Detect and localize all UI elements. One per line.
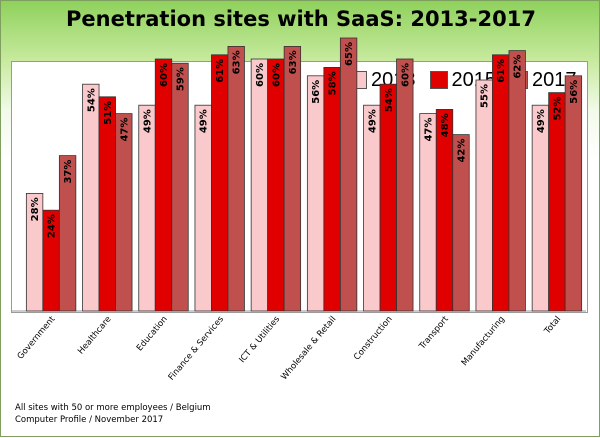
- bar-2017-7: [452, 134, 470, 312]
- data-label-2013-2: 49%: [143, 109, 154, 133]
- bar-2017-4: [283, 46, 302, 312]
- category-label-6: Construction: [352, 315, 394, 363]
- data-label-2015-0: 24%: [47, 214, 58, 238]
- data-label-2017-0: 37%: [63, 160, 74, 184]
- bar-2013-4: [250, 58, 269, 312]
- data-label-2013-0: 28%: [30, 197, 41, 221]
- data-label-2015-4: 60%: [271, 63, 282, 87]
- category-label-4: ICT & Utilities: [237, 314, 282, 365]
- data-label-2013-8: 55%: [480, 84, 491, 108]
- bar-2015-2: [154, 58, 173, 312]
- data-label-2015-8: 61%: [496, 59, 507, 83]
- data-label-2013-3: 49%: [199, 109, 210, 133]
- data-label-2013-1: 54%: [86, 88, 97, 112]
- data-label-2017-1: 47%: [119, 118, 130, 142]
- category-label-9: Total: [542, 315, 563, 337]
- bar-2013-3: [194, 104, 212, 312]
- category-label-2: Education: [135, 315, 170, 354]
- category-label-5: Wholesale & Retail: [279, 315, 338, 383]
- bar-2017-9: [564, 75, 583, 312]
- bar-2015-7: [435, 109, 454, 312]
- bar-2017-1: [115, 113, 133, 312]
- data-label-2015-1: 51%: [103, 101, 114, 125]
- data-label-2017-7: 42%: [457, 139, 468, 163]
- data-label-2013-7: 47%: [424, 118, 435, 142]
- bar-2015-9: [548, 92, 566, 312]
- chart-title: Penetration sites with SaaS: 2013-2017: [66, 7, 536, 31]
- data-label-2017-2: 59%: [176, 67, 187, 91]
- footnote-line-2: Computer Profile / November 2017: [15, 415, 164, 425]
- bar-2015-4: [267, 58, 285, 312]
- bar-2015-6: [379, 83, 397, 312]
- data-label-2017-3: 63%: [232, 50, 243, 74]
- bar-2017-6: [396, 58, 414, 312]
- data-label-2017-9: 56%: [569, 80, 580, 104]
- data-label-2017-6: 60%: [400, 63, 411, 87]
- bar-2017-3: [227, 46, 245, 312]
- data-label-2015-2: 60%: [159, 63, 170, 87]
- bar-2013-8: [475, 79, 493, 312]
- category-label-8: Manufacturing: [460, 315, 507, 369]
- data-label-2015-3: 61%: [215, 59, 226, 83]
- data-label-2017-5: 65%: [344, 42, 355, 66]
- bar-2013-2: [138, 104, 156, 312]
- data-label-2015-7: 48%: [440, 113, 451, 137]
- bar-2017-0: [58, 155, 77, 312]
- bar-2013-1: [82, 83, 100, 312]
- footnote: All sites with 50 or more employees / Be…: [15, 402, 211, 426]
- category-label-7: Transport: [417, 314, 451, 352]
- category-label-1: Healthcare: [76, 315, 113, 357]
- bar-2015-1: [98, 96, 116, 312]
- bar-2013-9: [531, 104, 550, 312]
- data-label-2015-6: 54%: [384, 88, 395, 112]
- bar-2015-5: [323, 67, 341, 312]
- bar-2015-8: [492, 54, 510, 312]
- legend-swatch-2015: [429, 71, 448, 89]
- data-label-2013-5: 56%: [311, 80, 322, 104]
- data-label-2017-4: 63%: [288, 50, 299, 74]
- bar-2013-5: [306, 75, 325, 312]
- data-label-2013-6: 49%: [367, 109, 378, 133]
- bar-2017-2: [171, 62, 189, 312]
- bar-2013-6: [363, 104, 381, 312]
- bar-2015-3: [211, 54, 229, 312]
- category-label-0: Government: [16, 314, 58, 362]
- data-label-2013-9: 49%: [536, 109, 547, 133]
- bar-2017-5: [339, 37, 358, 312]
- category-label-3: Finance & Services: [167, 314, 227, 382]
- data-label-2015-9: 52%: [552, 97, 563, 121]
- data-label-2017-8: 62%: [513, 55, 524, 79]
- data-label-2015-5: 58%: [328, 71, 339, 95]
- footnote-line-1: All sites with 50 or more employees / Be…: [15, 403, 211, 413]
- data-label-2013-4: 60%: [255, 63, 266, 87]
- bar-2017-8: [508, 50, 526, 312]
- bar-2013-7: [419, 113, 437, 312]
